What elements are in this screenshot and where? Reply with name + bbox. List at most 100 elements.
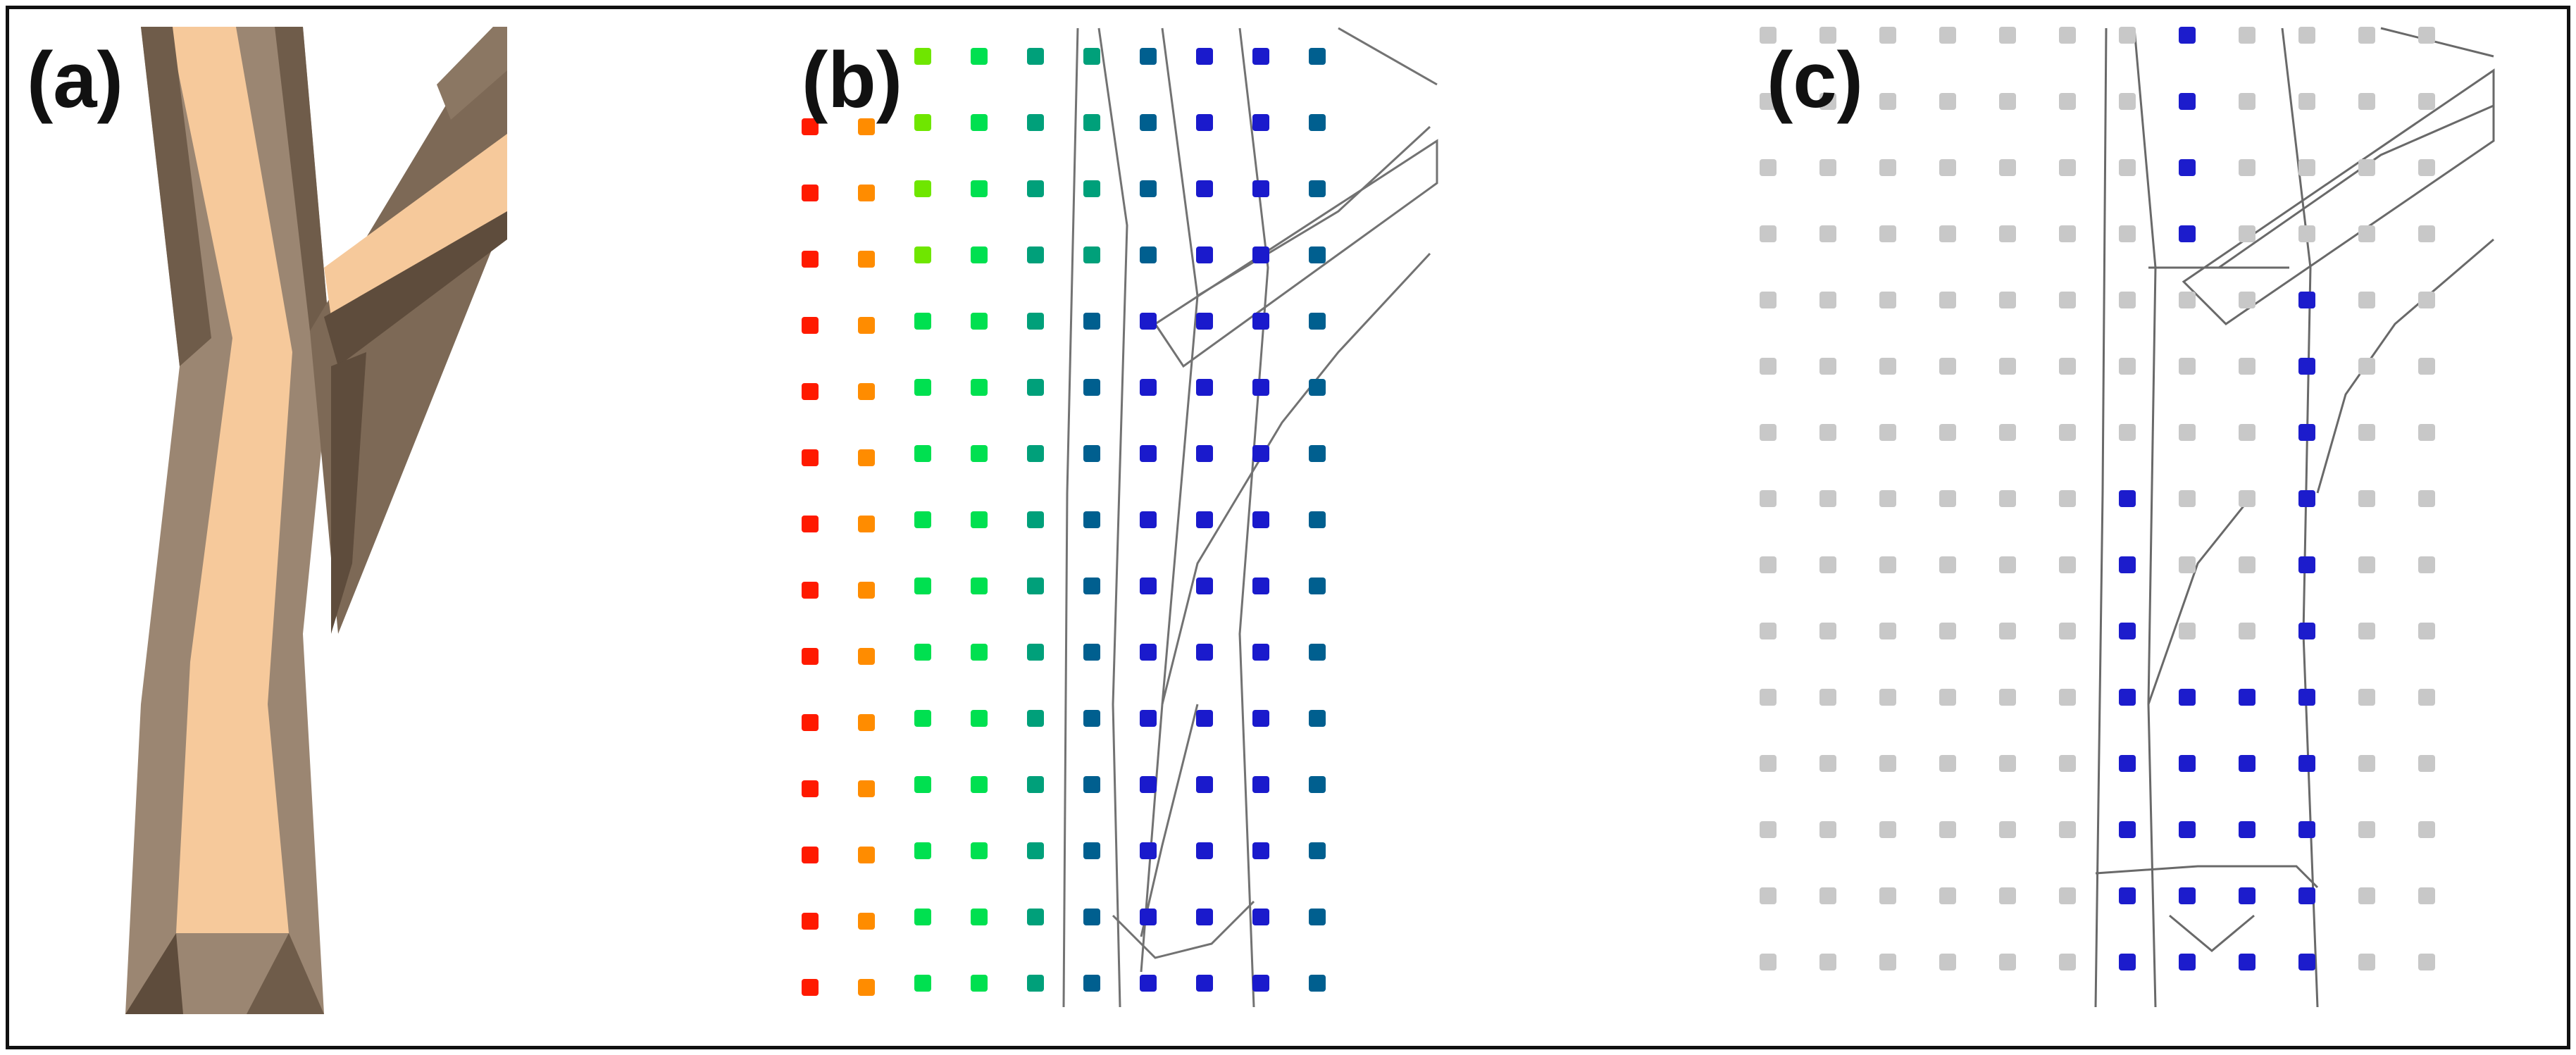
sample-point — [2239, 556, 2255, 573]
sample-point — [802, 913, 819, 930]
sample-point — [1879, 225, 1896, 242]
sample-point — [1939, 623, 1956, 639]
sample-point — [2239, 27, 2255, 44]
sample-point — [1252, 776, 1269, 793]
selected-sample-point — [2119, 755, 2136, 772]
sample-point — [1140, 48, 1157, 65]
sample-point — [2418, 292, 2435, 308]
panel-b-point-grid — [802, 48, 1326, 996]
sample-point — [1196, 578, 1213, 594]
sample-point — [1819, 27, 1836, 44]
sample-point — [2418, 556, 2435, 573]
sample-point — [1879, 93, 1896, 110]
sample-point — [1083, 313, 1100, 330]
selected-sample-point — [2179, 93, 2196, 110]
sample-point — [2179, 556, 2196, 573]
sample-point — [2358, 556, 2375, 573]
sample-point — [1760, 689, 1777, 706]
sample-point — [2059, 689, 2076, 706]
sample-point — [1819, 358, 1836, 375]
sample-point — [1309, 180, 1326, 197]
sample-point — [2358, 490, 2375, 507]
sample-point — [2418, 954, 2435, 970]
sample-point — [2239, 159, 2255, 176]
sample-point — [1196, 313, 1213, 330]
sample-point — [1309, 975, 1326, 992]
sample-point — [858, 449, 875, 466]
sample-point — [1879, 954, 1896, 970]
selected-sample-point — [2239, 887, 2255, 904]
sample-point — [802, 582, 819, 599]
sample-point — [2298, 93, 2315, 110]
sample-point — [1309, 445, 1326, 462]
sample-point — [1252, 710, 1269, 727]
sample-point — [1760, 556, 1777, 573]
sample-point — [2298, 159, 2315, 176]
sample-point — [1140, 578, 1157, 594]
sample-point — [2358, 623, 2375, 639]
sample-point — [1252, 48, 1269, 65]
sample-point — [1760, 358, 1777, 375]
sample-point — [1309, 511, 1326, 528]
sample-point — [1196, 48, 1213, 65]
sample-point — [1999, 689, 2016, 706]
selected-sample-point — [2239, 954, 2255, 970]
sample-point — [1999, 623, 2016, 639]
selected-sample-point — [2179, 159, 2196, 176]
sample-point — [1027, 246, 1044, 263]
sample-point — [1196, 975, 1213, 992]
sample-point — [2418, 623, 2435, 639]
sample-point — [1879, 556, 1896, 573]
sample-point — [1879, 755, 1896, 772]
sample-point — [1309, 114, 1326, 131]
sample-point — [2298, 225, 2315, 242]
sample-point — [914, 48, 931, 65]
sample-point — [971, 511, 988, 528]
sample-point — [1999, 159, 2016, 176]
sample-point — [971, 644, 988, 661]
sample-point — [1819, 821, 1836, 838]
selected-sample-point — [2298, 358, 2315, 375]
sample-point — [1760, 623, 1777, 639]
sample-point — [1196, 246, 1213, 263]
sample-point — [2179, 623, 2196, 639]
sample-point — [914, 114, 931, 131]
sample-point — [858, 979, 875, 996]
sample-point — [1939, 424, 1956, 441]
sample-point — [914, 511, 931, 528]
sample-point — [2418, 689, 2435, 706]
sample-point — [1196, 445, 1213, 462]
sample-point — [2059, 490, 2076, 507]
sample-point — [2059, 954, 2076, 970]
sample-point — [1939, 358, 1956, 375]
sample-point — [1140, 445, 1157, 462]
panel-label-a: (a) — [27, 36, 123, 124]
sample-point — [2358, 689, 2375, 706]
sample-point — [802, 449, 819, 466]
sample-point — [1252, 644, 1269, 661]
selected-sample-point — [2119, 556, 2136, 573]
sample-point — [1760, 821, 1777, 838]
sample-point — [971, 48, 988, 65]
sample-point — [1879, 424, 1896, 441]
sample-point — [1760, 424, 1777, 441]
selected-sample-point — [2119, 689, 2136, 706]
sample-point — [2059, 358, 2076, 375]
sample-point — [1309, 48, 1326, 65]
sample-point — [1819, 887, 1836, 904]
sample-point — [858, 118, 875, 135]
sample-point — [1140, 246, 1157, 263]
sample-point — [1252, 842, 1269, 859]
sample-point — [914, 776, 931, 793]
selected-sample-point — [2179, 887, 2196, 904]
sample-point — [858, 383, 875, 400]
sample-point — [2059, 623, 2076, 639]
sample-point — [1027, 710, 1044, 727]
selected-sample-point — [2298, 887, 2315, 904]
selected-sample-point — [2298, 424, 2315, 441]
sample-point — [971, 114, 988, 131]
selected-sample-point — [2179, 689, 2196, 706]
sample-point — [1999, 358, 2016, 375]
panel-a-tree-model — [125, 27, 507, 1014]
sample-point — [858, 251, 875, 268]
